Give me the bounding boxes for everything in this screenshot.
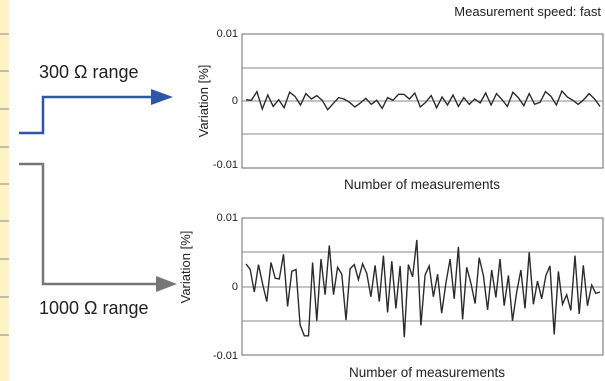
x-axis-label: Number of measurements xyxy=(349,365,505,380)
y-axis-label: Variation [%] xyxy=(196,65,211,138)
arrow-to-300-chart xyxy=(19,89,173,135)
chart-1000-range: 0.01 0 -0.01 Variation [%] Number of measu… xyxy=(178,212,604,380)
range-label-1000: 1000 Ω range xyxy=(39,298,149,318)
measurement-speed-label: Measurement speed: fast xyxy=(454,4,601,19)
arrow-top-head xyxy=(151,89,173,105)
arrow-to-1000-chart xyxy=(19,162,177,292)
arrow-top-line xyxy=(19,95,153,135)
y-tick-label: -0.01 xyxy=(213,350,238,362)
series-line xyxy=(245,239,601,338)
y-tick-label: 0 xyxy=(232,95,238,107)
y-tick-label: 0 xyxy=(232,281,238,293)
y-tick-label: 0.01 xyxy=(217,28,238,40)
y-tick-labels: 0.01 0 -0.01 xyxy=(213,28,238,171)
gridlines xyxy=(242,67,603,135)
left-edge-ticks xyxy=(0,33,9,336)
gridlines xyxy=(242,251,603,322)
y-axis-label: Variation [%] xyxy=(178,231,193,304)
y-tick-labels: 0.01 0 -0.01 xyxy=(213,212,238,362)
y-tick-label: -0.01 xyxy=(213,159,238,171)
arrow-bottom-head xyxy=(156,276,177,292)
y-tick-label: 0.01 xyxy=(217,212,238,224)
chart-300-range: 0.01 0 -0.01 Variation [%] Number of measu… xyxy=(196,28,604,192)
arrow-bottom-line xyxy=(19,162,158,286)
x-axis-label: Number of measurements xyxy=(344,177,500,192)
left-edge-strip xyxy=(0,0,9,381)
left-edge-background xyxy=(0,0,9,381)
range-label-300: 300 Ω range xyxy=(39,62,139,82)
series-line xyxy=(245,89,601,112)
